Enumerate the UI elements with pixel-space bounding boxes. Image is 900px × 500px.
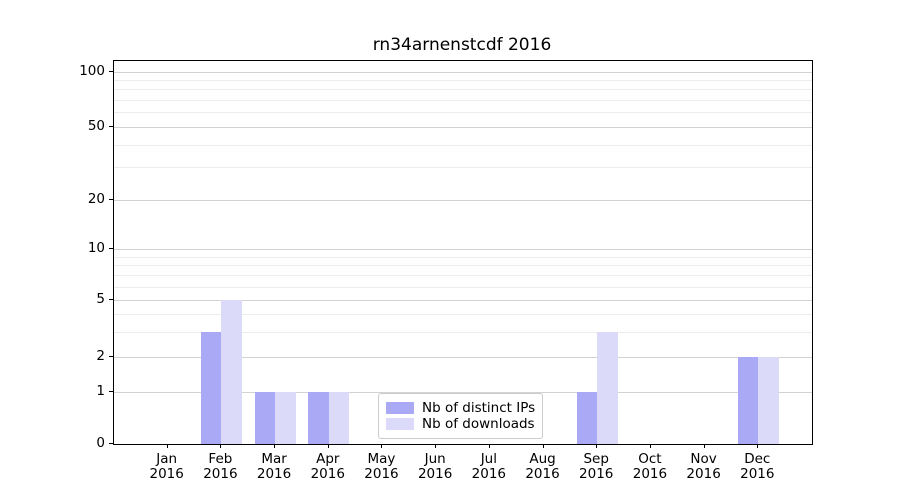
x-tick-label-jul: Jul 2016 [471, 451, 507, 482]
gridline-minor-8 [114, 265, 812, 267]
x-tick-mark-feb [220, 444, 222, 448]
gridline-minor-40 [114, 144, 812, 146]
gridline-major-50 [114, 127, 812, 128]
bar-nb-of-distinct-ips-apr [308, 392, 329, 444]
chart-title: rn34arnenstcdf 2016 [372, 35, 552, 55]
y-tick-mark-2 [109, 356, 113, 357]
x-tick-label-aug: Aug 2016 [525, 451, 560, 482]
y-tick-label-0: 0 [96, 435, 105, 451]
gridline-minor-6 [114, 286, 812, 288]
x-tick-label-may: May 2016 [364, 451, 399, 482]
gridline-minor-9 [114, 256, 812, 258]
x-tick-label-dec: Dec 2016 [740, 451, 775, 482]
gridline-major-100 [114, 71, 812, 73]
x-tick-mark-jul [488, 444, 490, 448]
bar-nb-of-downloads-mar [275, 392, 296, 444]
x-tick-mark-sep [596, 444, 598, 448]
bar-nb-of-downloads-dec [758, 357, 779, 444]
y-tick-label-50: 50 [87, 118, 105, 134]
legend-swatch-downloads [386, 418, 414, 430]
bar-nb-of-downloads-apr [328, 392, 350, 444]
x-tick-mark-jun [435, 444, 437, 448]
gridline-minor-4 [114, 313, 812, 315]
y-tick-mark-50 [109, 126, 113, 127]
x-tick-mark-apr [327, 444, 329, 448]
legend-row-distinct-ips: Nb of distinct IPs [386, 400, 536, 416]
legend-label-downloads: Nb of downloads [422, 416, 535, 432]
y-tick-mark-100 [109, 70, 113, 72]
gridline-minor-30 [114, 167, 812, 169]
bar-nb-of-distinct-ips-sep [576, 392, 598, 444]
gridline-major-20 [114, 199, 812, 201]
x-tick-label-feb: Feb 2016 [203, 451, 238, 482]
gridline-minor-7 [114, 275, 812, 277]
gridline-minor-3 [114, 331, 812, 333]
x-tick-mark-may [381, 444, 383, 448]
x-tick-mark-oct [649, 444, 651, 448]
gridline-major-10 [114, 249, 812, 250]
gridline-major-5 [114, 300, 812, 301]
x-tick-label-mar: Mar 2016 [256, 451, 292, 482]
y-tick-mark-20 [109, 198, 113, 200]
y-tick-label-100: 100 [79, 62, 105, 79]
gridline-minor-80 [114, 89, 812, 91]
x-tick-mark-dec [757, 444, 759, 448]
y-tick-mark-5 [109, 299, 113, 300]
legend-swatch-distinct-ips [386, 402, 414, 414]
gridline-major-1 [114, 392, 812, 393]
bar-nb-of-downloads-sep [597, 331, 618, 444]
gridline-minor-70 [114, 100, 812, 102]
bar-nb-of-distinct-ips-mar [254, 392, 276, 444]
bar-nb-of-distinct-ips-feb [200, 331, 222, 444]
x-tick-label-apr: Apr 2016 [310, 451, 345, 482]
y-tick-label-5: 5 [96, 291, 105, 307]
bar-nb-of-distinct-ips-dec [737, 357, 759, 444]
x-tick-mark-mar [274, 444, 276, 448]
y-tick-label-1: 1 [96, 383, 105, 399]
y-tick-label-20: 20 [87, 190, 105, 207]
x-tick-mark-nov [703, 444, 705, 448]
legend: Nb of distinct IPs Nb of downloads [378, 393, 543, 439]
y-tick-mark-0 [109, 443, 113, 444]
bar-nb-of-downloads-feb [221, 300, 242, 444]
y-tick-mark-1 [109, 391, 113, 392]
y-tick-label-10: 10 [87, 240, 105, 256]
y-tick-mark-10 [109, 248, 113, 249]
y-tick-label-2: 2 [96, 348, 105, 364]
gridline-major-2 [114, 357, 812, 358]
x-tick-label-jan: Jan 2016 [149, 451, 184, 482]
plot-area: Nb of distinct IPs Nb of downloads [113, 60, 813, 445]
x-tick-mark-aug [542, 444, 544, 448]
x-tick-label-sep: Sep 2016 [579, 451, 614, 482]
x-tick-mark-jan [166, 444, 168, 448]
legend-row-downloads: Nb of downloads [386, 416, 535, 432]
x-tick-label-oct: Oct 2016 [632, 451, 668, 482]
x-tick-label-jun: Jun 2016 [417, 451, 453, 482]
x-tick-label-nov: Nov 2016 [686, 451, 721, 482]
gridline-minor-60 [114, 112, 812, 114]
legend-label-distinct-ips: Nb of distinct IPs [422, 400, 536, 416]
gridline-minor-90 [114, 79, 812, 81]
